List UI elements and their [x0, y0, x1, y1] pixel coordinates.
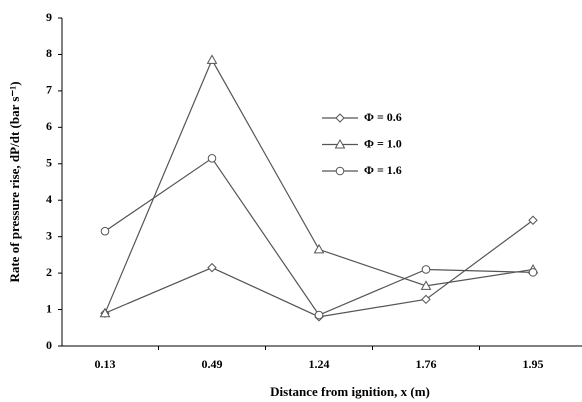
y-tick-label: 6	[46, 119, 52, 133]
marker	[207, 154, 217, 163]
line	[104, 157, 534, 316]
legend-label: Φ = 1.0	[364, 136, 402, 150]
marker	[528, 215, 538, 225]
marker	[99, 307, 111, 318]
marker	[420, 280, 432, 290]
x-tick-label: 1.76	[416, 357, 437, 371]
y-tick-label: 5	[46, 156, 52, 170]
marker	[100, 226, 110, 236]
y-axis-label: Rate of pressure rise, dP/dt (bar s⁻¹)	[7, 81, 22, 282]
legend-label: Φ = 0.6	[364, 110, 402, 124]
y-tick-label: 8	[46, 46, 52, 60]
marker	[528, 268, 538, 277]
x-tick-label: 0.13	[95, 357, 116, 371]
y-tick-label: 4	[46, 192, 52, 206]
x-tick-label: 1.95	[523, 357, 544, 371]
x-axis-label: Distance from ignition, x (m)	[270, 384, 430, 399]
marker	[313, 243, 325, 254]
legend-label: Φ = 1.6	[364, 163, 402, 177]
y-tick-label: 0	[46, 338, 52, 352]
y-tick-label: 2	[46, 265, 52, 279]
marker	[335, 166, 345, 176]
y-tick-label: 1	[46, 301, 52, 315]
marker	[421, 294, 431, 305]
marker	[314, 310, 324, 320]
marker	[207, 262, 217, 273]
marker	[421, 265, 431, 274]
y-tick-label: 3	[46, 228, 52, 242]
x-tick-label: 1.24	[309, 357, 330, 371]
y-tick-label: 7	[46, 83, 52, 97]
y-tick-label: 9	[46, 10, 52, 24]
marker	[334, 138, 346, 149]
line	[104, 58, 534, 314]
marker	[206, 54, 218, 64]
x-tick-label: 0.49	[202, 357, 223, 371]
line	[104, 219, 534, 318]
marker	[335, 113, 345, 123]
